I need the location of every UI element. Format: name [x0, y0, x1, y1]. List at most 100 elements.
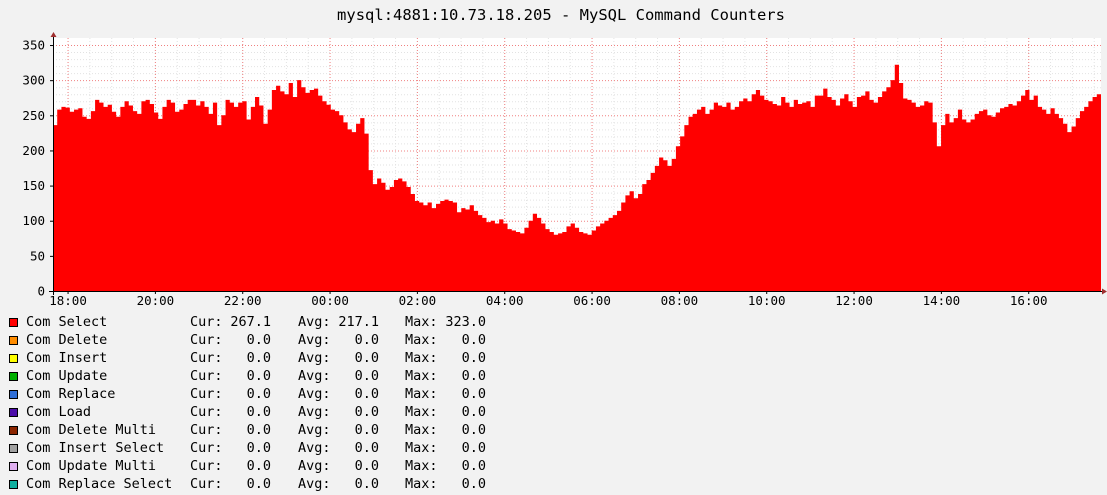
- legend-max-value: 0.0: [461, 350, 486, 366]
- legend-max-value: 323.0: [445, 314, 486, 330]
- legend-series-name: Com Select: [26, 314, 108, 330]
- legend-row: Com Replace Select Cur: 0.0 Avg: 0.0 Max: 0.0: [0, 475, 520, 493]
- x-tick-label: 10:00: [748, 293, 786, 308]
- legend-swatch: [9, 372, 18, 381]
- legend-avg-label: Avg:: [298, 440, 331, 456]
- legend-avg-label: Avg:: [298, 422, 331, 438]
- legend-series-name: Com Delete: [26, 332, 108, 348]
- legend-row: Com Insert Cur: 0.0 Avg: 0.0 Max: 0.0: [0, 349, 520, 367]
- legend-max-label: Max:: [405, 458, 438, 474]
- x-tick-label: 04:00: [486, 293, 524, 308]
- legend-series-name: Com Insert: [26, 350, 108, 366]
- chart-svg: 0 50 100 150 200 250 300 350 18:00 20:00 22:00 00:0…: [22, 6, 1107, 308]
- legend-row: Com Select Cur: 267.1 Avg: 217.1 Max: 323.0: [0, 313, 520, 331]
- legend-avg-value: 0.0: [354, 458, 379, 474]
- legend-cur-value: 0.0: [246, 404, 271, 420]
- legend-max-label: Max:: [405, 476, 438, 492]
- x-axis-arrow: [1102, 288, 1107, 295]
- legend-avg-value: 0.0: [354, 332, 379, 348]
- x-tick-label: 22:00: [224, 293, 262, 308]
- chart: 0 50 100 150 200 250 300 350 18:00 20:00 22:00 00:0…: [22, 6, 1107, 308]
- legend-max-label: Max:: [405, 404, 438, 420]
- x-tick-label: 08:00: [661, 293, 699, 308]
- legend-max-label: Max:: [405, 368, 438, 384]
- legend-cur-label: Cur:: [190, 476, 223, 492]
- x-tick-label: 12:00: [835, 293, 873, 308]
- legend-cur-value: 0.0: [246, 368, 271, 384]
- legend-max-value: 0.0: [461, 404, 486, 420]
- legend-cur-value: 0.0: [246, 476, 271, 492]
- legend-swatch: [9, 318, 18, 327]
- legend-avg-label: Avg:: [298, 314, 331, 330]
- legend-cur-label: Cur:: [190, 368, 223, 384]
- legend-max-value: 0.0: [461, 386, 486, 402]
- legend-max-value: 0.0: [461, 458, 486, 474]
- legend-series-name: Com Replace Select: [26, 476, 173, 492]
- legend-series-name: Com Load: [26, 404, 92, 420]
- legend-avg-label: Avg:: [298, 458, 331, 474]
- y-tick-label: 200: [22, 143, 45, 158]
- legend-cur-value: 0.0: [246, 440, 271, 456]
- legend-row: Com Load Cur: 0.0 Avg: 0.0 Max: 0.0: [0, 403, 520, 421]
- legend-cur-label: Cur:: [190, 350, 223, 366]
- legend-cur-label: Cur:: [190, 332, 223, 348]
- legend-series-name: Com Update Multi: [26, 458, 157, 474]
- legend-series-name: Com Update: [26, 368, 108, 384]
- legend-avg-label: Avg:: [298, 476, 331, 492]
- legend-cur-label: Cur:: [190, 386, 223, 402]
- legend-swatch: [9, 390, 18, 399]
- legend-row: Com Delete Multi Cur: 0.0 Avg: 0.0 Max: 0.0: [0, 421, 520, 439]
- legend-swatch: [9, 336, 18, 345]
- area-series-com-select: [53, 64, 1101, 292]
- legend-cur-value: 0.0: [246, 422, 271, 438]
- legend-avg-value: 0.0: [354, 350, 379, 366]
- legend-max-value: 0.0: [461, 332, 486, 348]
- y-tick-label: 0: [37, 284, 45, 299]
- y-tick-label: 350: [22, 38, 45, 53]
- legend-max-value: 0.0: [461, 368, 486, 384]
- legend-swatch: [9, 462, 18, 471]
- legend-cur-value: 0.0: [246, 458, 271, 474]
- legend-cur-value: 267.1: [230, 314, 271, 330]
- legend-avg-label: Avg:: [298, 332, 331, 348]
- legend-cur-label: Cur:: [190, 314, 223, 330]
- x-tick-label: 18:00: [49, 293, 87, 308]
- legend-cur-label: Cur:: [190, 404, 223, 420]
- legend-avg-value: 0.0: [354, 440, 379, 456]
- legend-row: Com Update Cur: 0.0 Avg: 0.0 Max: 0.0: [0, 367, 520, 385]
- chart-title: mysql:4881:10.73.18.205 - MySQL Command …: [337, 6, 785, 24]
- legend-max-value: 0.0: [461, 476, 486, 492]
- legend-row: Com Replace Cur: 0.0 Avg: 0.0 Max: 0.0: [0, 385, 520, 403]
- x-tick-label: 16:00: [1010, 293, 1048, 308]
- legend-avg-value: 0.0: [354, 404, 379, 420]
- legend-max-label: Max:: [405, 386, 438, 402]
- legend-avg-label: Avg:: [298, 368, 331, 384]
- legend-row: Com Update Multi Cur: 0.0 Avg: 0.0 Max: 0.0: [0, 457, 520, 475]
- y-tick-label: 300: [22, 73, 45, 88]
- y-axis-arrow: [50, 32, 57, 37]
- legend-cur-label: Cur:: [190, 440, 223, 456]
- y-tick-label: 150: [22, 178, 45, 193]
- legend-avg-label: Avg:: [298, 386, 331, 402]
- legend-row: Com Insert Select Cur: 0.0 Avg: 0.0 Max: 0.0: [0, 439, 520, 457]
- legend-series-name: Com Replace: [26, 386, 116, 402]
- x-tick-label: 06:00: [573, 293, 611, 308]
- legend-max-label: Max:: [405, 350, 438, 366]
- legend-avg-value: 217.1: [338, 314, 379, 330]
- legend-avg-value: 0.0: [354, 422, 379, 438]
- legend-row: Com Delete Cur: 0.0 Avg: 0.0 Max: 0.0: [0, 331, 520, 349]
- legend-avg-label: Avg:: [298, 404, 331, 420]
- legend-avg-value: 0.0: [354, 476, 379, 492]
- legend-max-label: Max:: [405, 440, 438, 456]
- legend-cur-label: Cur:: [190, 458, 223, 474]
- legend-max-value: 0.0: [461, 440, 486, 456]
- legend-max-label: Max:: [405, 332, 438, 348]
- legend-swatch: [9, 408, 18, 417]
- y-tick-label: 100: [22, 213, 45, 228]
- legend-swatch: [9, 480, 18, 489]
- x-tick-label: 00:00: [311, 293, 349, 308]
- legend-swatch: [9, 354, 18, 363]
- y-tick-label: 50: [30, 248, 45, 263]
- y-tick-label: 250: [22, 108, 45, 123]
- legend-avg-label: Avg:: [298, 350, 331, 366]
